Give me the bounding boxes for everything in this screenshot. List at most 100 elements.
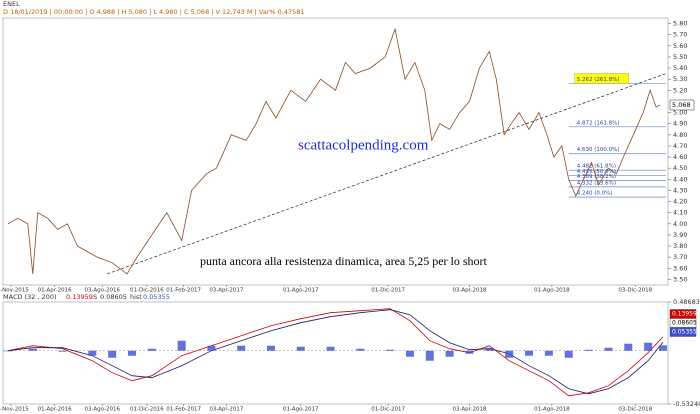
hist-bar: [465, 350, 474, 354]
last-price-label: 5.068: [672, 101, 691, 109]
y-tick-label: 3.90: [673, 231, 687, 239]
macd-line: [7, 308, 664, 397]
x-tick-label: 01-Feb-2017: [166, 407, 201, 413]
y-tick-label: 3.60: [673, 264, 687, 272]
x-tick-label: 01-Dic-2017: [371, 288, 405, 294]
plot-frame: [2, 301, 669, 405]
y-tick-label: 4.30: [673, 186, 687, 194]
hist-bar: [108, 350, 117, 358]
x-tick-label: 03-Ago-2016: [84, 288, 120, 294]
y-tick-label: 5.80: [673, 20, 687, 28]
info-line: D 18/01/2019 | 00:00:00 | O 4,988 | H 5,…: [3, 8, 305, 16]
price-line: [7, 27, 661, 275]
plot-frame: [2, 17, 669, 286]
x-tick-label: 01-Apr-2016: [38, 407, 73, 413]
y-tick-label: 3.80: [673, 242, 687, 250]
fib-label: 4.332 (23.6%): [577, 180, 616, 186]
hist-bar: [28, 348, 37, 351]
hist-bar: [296, 346, 305, 351]
y-tick-label: 4.00: [673, 220, 687, 228]
y-tick-label: 3.70: [673, 253, 687, 261]
hist-bar: [405, 350, 414, 357]
x-tick-label: 03-Dic-2018: [618, 288, 652, 294]
macd-value: 0.13959: [66, 293, 93, 301]
hist-bar: [237, 345, 246, 351]
watermark: scattacolpending.com: [298, 137, 429, 153]
hist-bar: [88, 350, 97, 356]
fib-highlight: [574, 73, 629, 84]
value-box: [669, 327, 697, 337]
y-tick-label: 5.20: [673, 86, 687, 94]
y-tick-label: -0.53240: [673, 400, 700, 408]
macd-line: [7, 309, 664, 395]
value-box-label: 0.13959: [672, 311, 697, 318]
y-tick-label: 4.20: [673, 198, 687, 206]
y-tick-label: 4.10: [673, 209, 687, 217]
fib-label: 4.630 (100.0%): [577, 147, 620, 153]
y-tick-label: 4.60: [673, 153, 687, 161]
x-tick-label: 01-Dic-2016: [130, 407, 164, 413]
x-tick-label: 01-Feb-2017: [166, 288, 201, 294]
hist-bar: [425, 350, 434, 361]
hist-bar: [604, 347, 613, 351]
x-tick-label: 01-Nov-2015: [0, 288, 29, 294]
hist-bar: [58, 350, 67, 352]
last-price-box: [669, 99, 695, 111]
x-tick-label: 03-Apr-2018: [452, 288, 487, 294]
x-tick-label: 03-Dic-2018: [618, 407, 652, 413]
value-box-label: 0.05355: [672, 329, 697, 336]
hist-bar: [624, 343, 633, 351]
hist-bar: [644, 342, 653, 351]
x-tick-label: 01-Nov-2015: [0, 407, 29, 413]
x-tick-label: 03-Ago-2016: [84, 407, 120, 413]
macd-title: MACD (32 , 200): [3, 293, 57, 301]
hist-bar: [356, 348, 365, 351]
y-tick-label: 3.50: [673, 275, 687, 283]
hist-bar: [147, 348, 156, 351]
y-tick-label: 5.50: [673, 53, 687, 61]
x-tick-label: 01-Dic-2017: [371, 407, 405, 413]
y-tick-label: 4.90: [673, 120, 687, 128]
hist-bar: [445, 350, 454, 357]
chart-title: ENEL: [3, 0, 20, 8]
fib-label: 4.435 (50.0%): [577, 169, 616, 175]
y-tick-label: 4.40: [673, 175, 687, 183]
hist-bar: [525, 350, 534, 356]
trend-line: [107, 73, 667, 275]
hist-bar: [266, 345, 275, 351]
fib-label: 4.872 (161.8%): [577, 120, 620, 126]
hist-bar: [3, 350, 12, 352]
x-tick-label: 01-Ago-2018: [534, 407, 570, 413]
signal-value: 0.08605: [100, 293, 127, 301]
y-tick-label: 0.48683: [673, 298, 700, 306]
y-tick-label: 5.00: [673, 109, 687, 117]
signal-name: S: [93, 293, 97, 301]
x-tick-label: 01-Dic-2016: [130, 288, 164, 294]
hist-bar: [177, 340, 186, 351]
y-tick-label: 4.50: [673, 164, 687, 172]
fib-label: 5.262 (261.8%): [577, 77, 620, 83]
hist-bar: [584, 349, 593, 351]
hist-bar: [564, 350, 573, 358]
annotation: punta ancora alla resistenza dinamica, a…: [200, 254, 488, 268]
x-tick-label: 01-Ago-2017: [283, 407, 319, 413]
x-tick-label: 01-Apr-2016: [38, 288, 73, 294]
x-tick-label: 03-Apr-2017: [209, 288, 244, 294]
y-tick-label: 5.70: [673, 31, 687, 39]
x-tick-label: 01-Ago-2018: [534, 288, 570, 294]
y-tick-label: 5.30: [673, 75, 687, 83]
hist-bar: [207, 345, 216, 351]
x-tick-label: 01-Ago-2017: [283, 288, 319, 294]
hist-bar: [505, 350, 514, 358]
y-tick-label: 4.70: [673, 142, 687, 150]
hist-value: 0.05355: [143, 293, 170, 301]
hist-bar: [326, 346, 335, 351]
hist-bar: [128, 350, 137, 356]
hist-bar: [659, 345, 668, 351]
y-tick-label: 5.60: [673, 42, 687, 50]
value-box-label: 0.08605: [672, 320, 697, 327]
fib-label: 4.240 (0.0%): [577, 191, 613, 197]
hist-name: hist: [130, 293, 142, 301]
